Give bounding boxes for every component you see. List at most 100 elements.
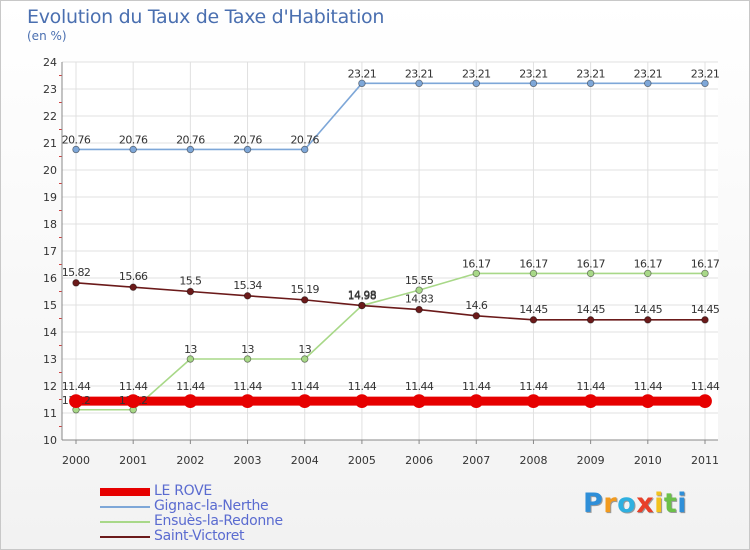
data-point xyxy=(72,145,80,154)
data-point xyxy=(186,287,195,296)
data-label: 23.21 xyxy=(462,67,491,80)
data-label: 13 xyxy=(241,343,254,356)
legend-item: LE ROVE xyxy=(100,483,360,499)
y-tick-label: 19 xyxy=(43,191,57,204)
legend-label: Ensuès-la-Redonne xyxy=(154,513,283,529)
x-tick-label: 2004 xyxy=(291,454,319,467)
data-point xyxy=(701,269,709,278)
data-point xyxy=(240,394,255,409)
legend-swatch xyxy=(100,488,150,496)
series-line-1 xyxy=(76,82,705,151)
x-tick-label: 2000 xyxy=(62,454,90,467)
y-tick-label: 23 xyxy=(43,83,57,96)
data-point xyxy=(412,394,426,409)
data-point xyxy=(243,145,252,154)
y-tick-label: 15 xyxy=(43,299,57,312)
data-label: 14.98 xyxy=(348,290,377,303)
data-point xyxy=(469,394,484,409)
data-point xyxy=(583,394,598,409)
logo-letter: P xyxy=(583,488,604,519)
data-point xyxy=(183,394,198,409)
data-point xyxy=(644,79,652,88)
data-label: 23.21 xyxy=(634,67,663,80)
data-label: 16.17 xyxy=(634,257,663,270)
data-point xyxy=(586,316,595,324)
data-point xyxy=(415,305,423,314)
y-tick-label: 14 xyxy=(43,326,57,339)
legend-item: Saint-Victoret xyxy=(100,528,360,544)
legend-swatch xyxy=(100,506,150,508)
data-point xyxy=(529,316,538,324)
y-tick-label: 16 xyxy=(43,272,57,285)
data-label: 23.21 xyxy=(519,67,548,80)
data-label: 11.44 xyxy=(62,380,91,393)
series-line-2 xyxy=(76,272,705,411)
data-label: 16.17 xyxy=(576,257,605,270)
data-label: 11.44 xyxy=(576,380,605,393)
data-point xyxy=(644,269,652,278)
data-point xyxy=(586,79,595,88)
y-tick-label: 17 xyxy=(43,245,57,258)
data-point xyxy=(126,394,141,409)
data-label: 11.44 xyxy=(233,380,262,393)
data-point xyxy=(472,269,480,278)
data-label: 15.66 xyxy=(119,270,148,283)
data-label: 23.21 xyxy=(576,67,605,80)
data-point xyxy=(472,79,480,88)
data-label: 20.76 xyxy=(119,133,148,146)
data-label: 23.21 xyxy=(405,67,434,80)
data-point xyxy=(301,145,309,154)
data-point xyxy=(129,145,137,154)
data-point xyxy=(355,394,369,409)
x-tick-label: 2008 xyxy=(519,454,547,467)
data-point xyxy=(186,355,195,363)
data-point xyxy=(644,316,652,324)
data-point xyxy=(129,283,137,291)
series-line-3 xyxy=(75,282,705,321)
data-label: 20.76 xyxy=(62,133,91,146)
y-tick-label: 11 xyxy=(43,407,57,420)
data-label: 11.44 xyxy=(119,380,148,393)
data-point xyxy=(472,312,480,320)
x-tick-label: 2005 xyxy=(348,454,376,467)
x-tick-label: 2010 xyxy=(634,454,662,467)
data-point xyxy=(297,394,312,409)
data-point xyxy=(640,394,655,409)
data-label: 11.44 xyxy=(348,380,377,393)
legend-label: Gignac-la-Nerthe xyxy=(154,498,269,514)
legend-item: Gignac-la-Nerthe xyxy=(100,498,360,514)
y-tick-label: 24 xyxy=(43,56,57,69)
logo-letter: r xyxy=(603,488,618,519)
y-tick-label: 20 xyxy=(43,164,57,177)
legend-swatch xyxy=(100,536,150,538)
x-tick-label: 2001 xyxy=(119,454,147,467)
data-point xyxy=(586,269,595,278)
data-label: 23.21 xyxy=(348,67,377,80)
data-point xyxy=(358,301,366,310)
data-point xyxy=(243,292,252,300)
logo-letter: i xyxy=(677,488,688,519)
x-tick-label: 2009 xyxy=(577,454,605,467)
x-tick-label: 2003 xyxy=(234,454,262,467)
data-label: 11.44 xyxy=(634,380,663,393)
data-label: 13 xyxy=(184,343,197,356)
data-label: 15.5 xyxy=(179,275,202,288)
data-label: 15.19 xyxy=(290,283,319,296)
legend-label: Saint-Victoret xyxy=(154,528,245,544)
data-label: 14.45 xyxy=(634,303,663,316)
x-tick-label: 2002 xyxy=(176,454,204,467)
data-label: 16.17 xyxy=(462,257,491,270)
data-point xyxy=(526,394,541,409)
x-tick-label: 2006 xyxy=(405,454,433,467)
data-label: 14.45 xyxy=(519,303,548,316)
data-point xyxy=(529,79,538,88)
data-point xyxy=(358,79,366,88)
data-label: 11.44 xyxy=(290,380,319,393)
data-label: 11.44 xyxy=(176,380,205,393)
legend-item: Ensuès-la-Redonne xyxy=(100,513,360,529)
y-tick-label: 10 xyxy=(43,434,57,447)
logo-letter: o xyxy=(617,488,637,519)
data-point xyxy=(69,394,83,409)
data-point xyxy=(186,145,195,154)
